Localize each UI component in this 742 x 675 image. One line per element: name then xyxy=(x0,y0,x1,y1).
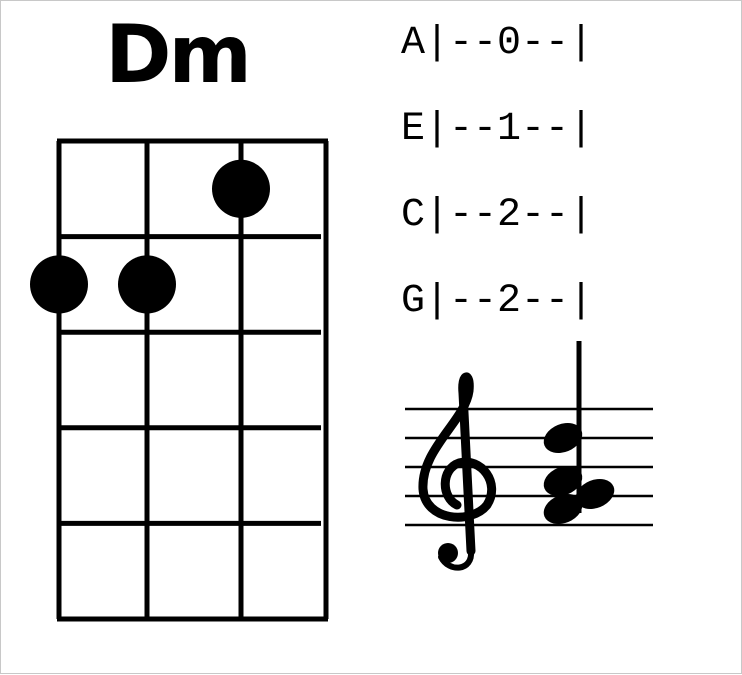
tab-line-a: A|--0--| xyxy=(401,21,594,66)
chord-name: Dm xyxy=(105,8,252,101)
notehead-e4 xyxy=(575,479,615,509)
finger-dots xyxy=(30,159,270,314)
string-lines xyxy=(56,141,329,619)
finger-dot-e xyxy=(212,159,270,218)
notehead-d4 xyxy=(543,494,583,524)
treble-clef-icon xyxy=(418,372,497,571)
tab-line-g: G|--2--| xyxy=(401,279,594,324)
clef-tail-dot xyxy=(438,543,458,563)
chord-diagram xyxy=(30,138,329,622)
staff-lines xyxy=(405,407,653,527)
notehead-f4 xyxy=(543,466,583,496)
tab-line-c: C|--2--| xyxy=(401,193,594,238)
music-staff xyxy=(405,341,653,571)
finger-dot-g xyxy=(30,255,88,314)
notehead-a4 xyxy=(543,423,583,453)
fret-lines xyxy=(57,138,328,622)
tab-line-e: E|--1--| xyxy=(401,107,594,152)
finger-dot-c xyxy=(118,255,176,314)
tablature: A|--0--| E|--1--| C|--2--| G|--2--| xyxy=(401,15,593,359)
